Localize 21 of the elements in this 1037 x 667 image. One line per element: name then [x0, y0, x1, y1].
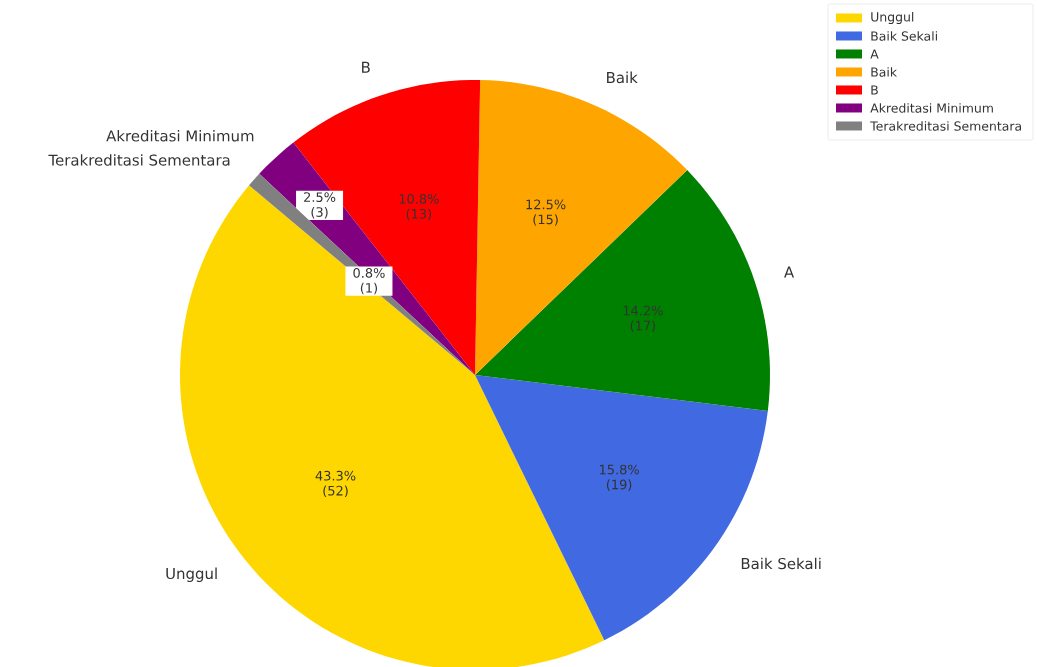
- slice-label: Akreditasi Minimum: [106, 129, 254, 142]
- legend-label: Akreditasi Minimum: [870, 103, 993, 113]
- data-label: 0.8% (1): [353, 268, 385, 295]
- data-label: 12.5% (15): [526, 199, 566, 226]
- slice-label: Terakreditasi Sementara: [48, 154, 230, 166]
- legend-label: Baik Sekali: [871, 31, 937, 41]
- legend-label: B: [871, 85, 878, 95]
- data-label: 43.3% (52): [315, 470, 356, 498]
- slice-label: A: [784, 266, 795, 278]
- legend-label: A: [870, 49, 879, 59]
- slice-label: Baik Sekali: [741, 557, 821, 570]
- data-label: 15.8% (19): [599, 464, 639, 491]
- slice-label: B: [362, 61, 370, 73]
- slice-label: Baik: [607, 71, 638, 84]
- slice-label: Unggul: [166, 567, 217, 582]
- legend-label: Baik: [871, 67, 898, 77]
- data-label: 14.2% (17): [623, 305, 663, 332]
- data-label: 2.5% (3): [304, 192, 336, 219]
- legend-label: Terakreditasi Sementara: [870, 121, 1021, 131]
- data-label: 10.8% (13): [399, 194, 439, 221]
- legend-label: Unggul: [871, 11, 914, 25]
